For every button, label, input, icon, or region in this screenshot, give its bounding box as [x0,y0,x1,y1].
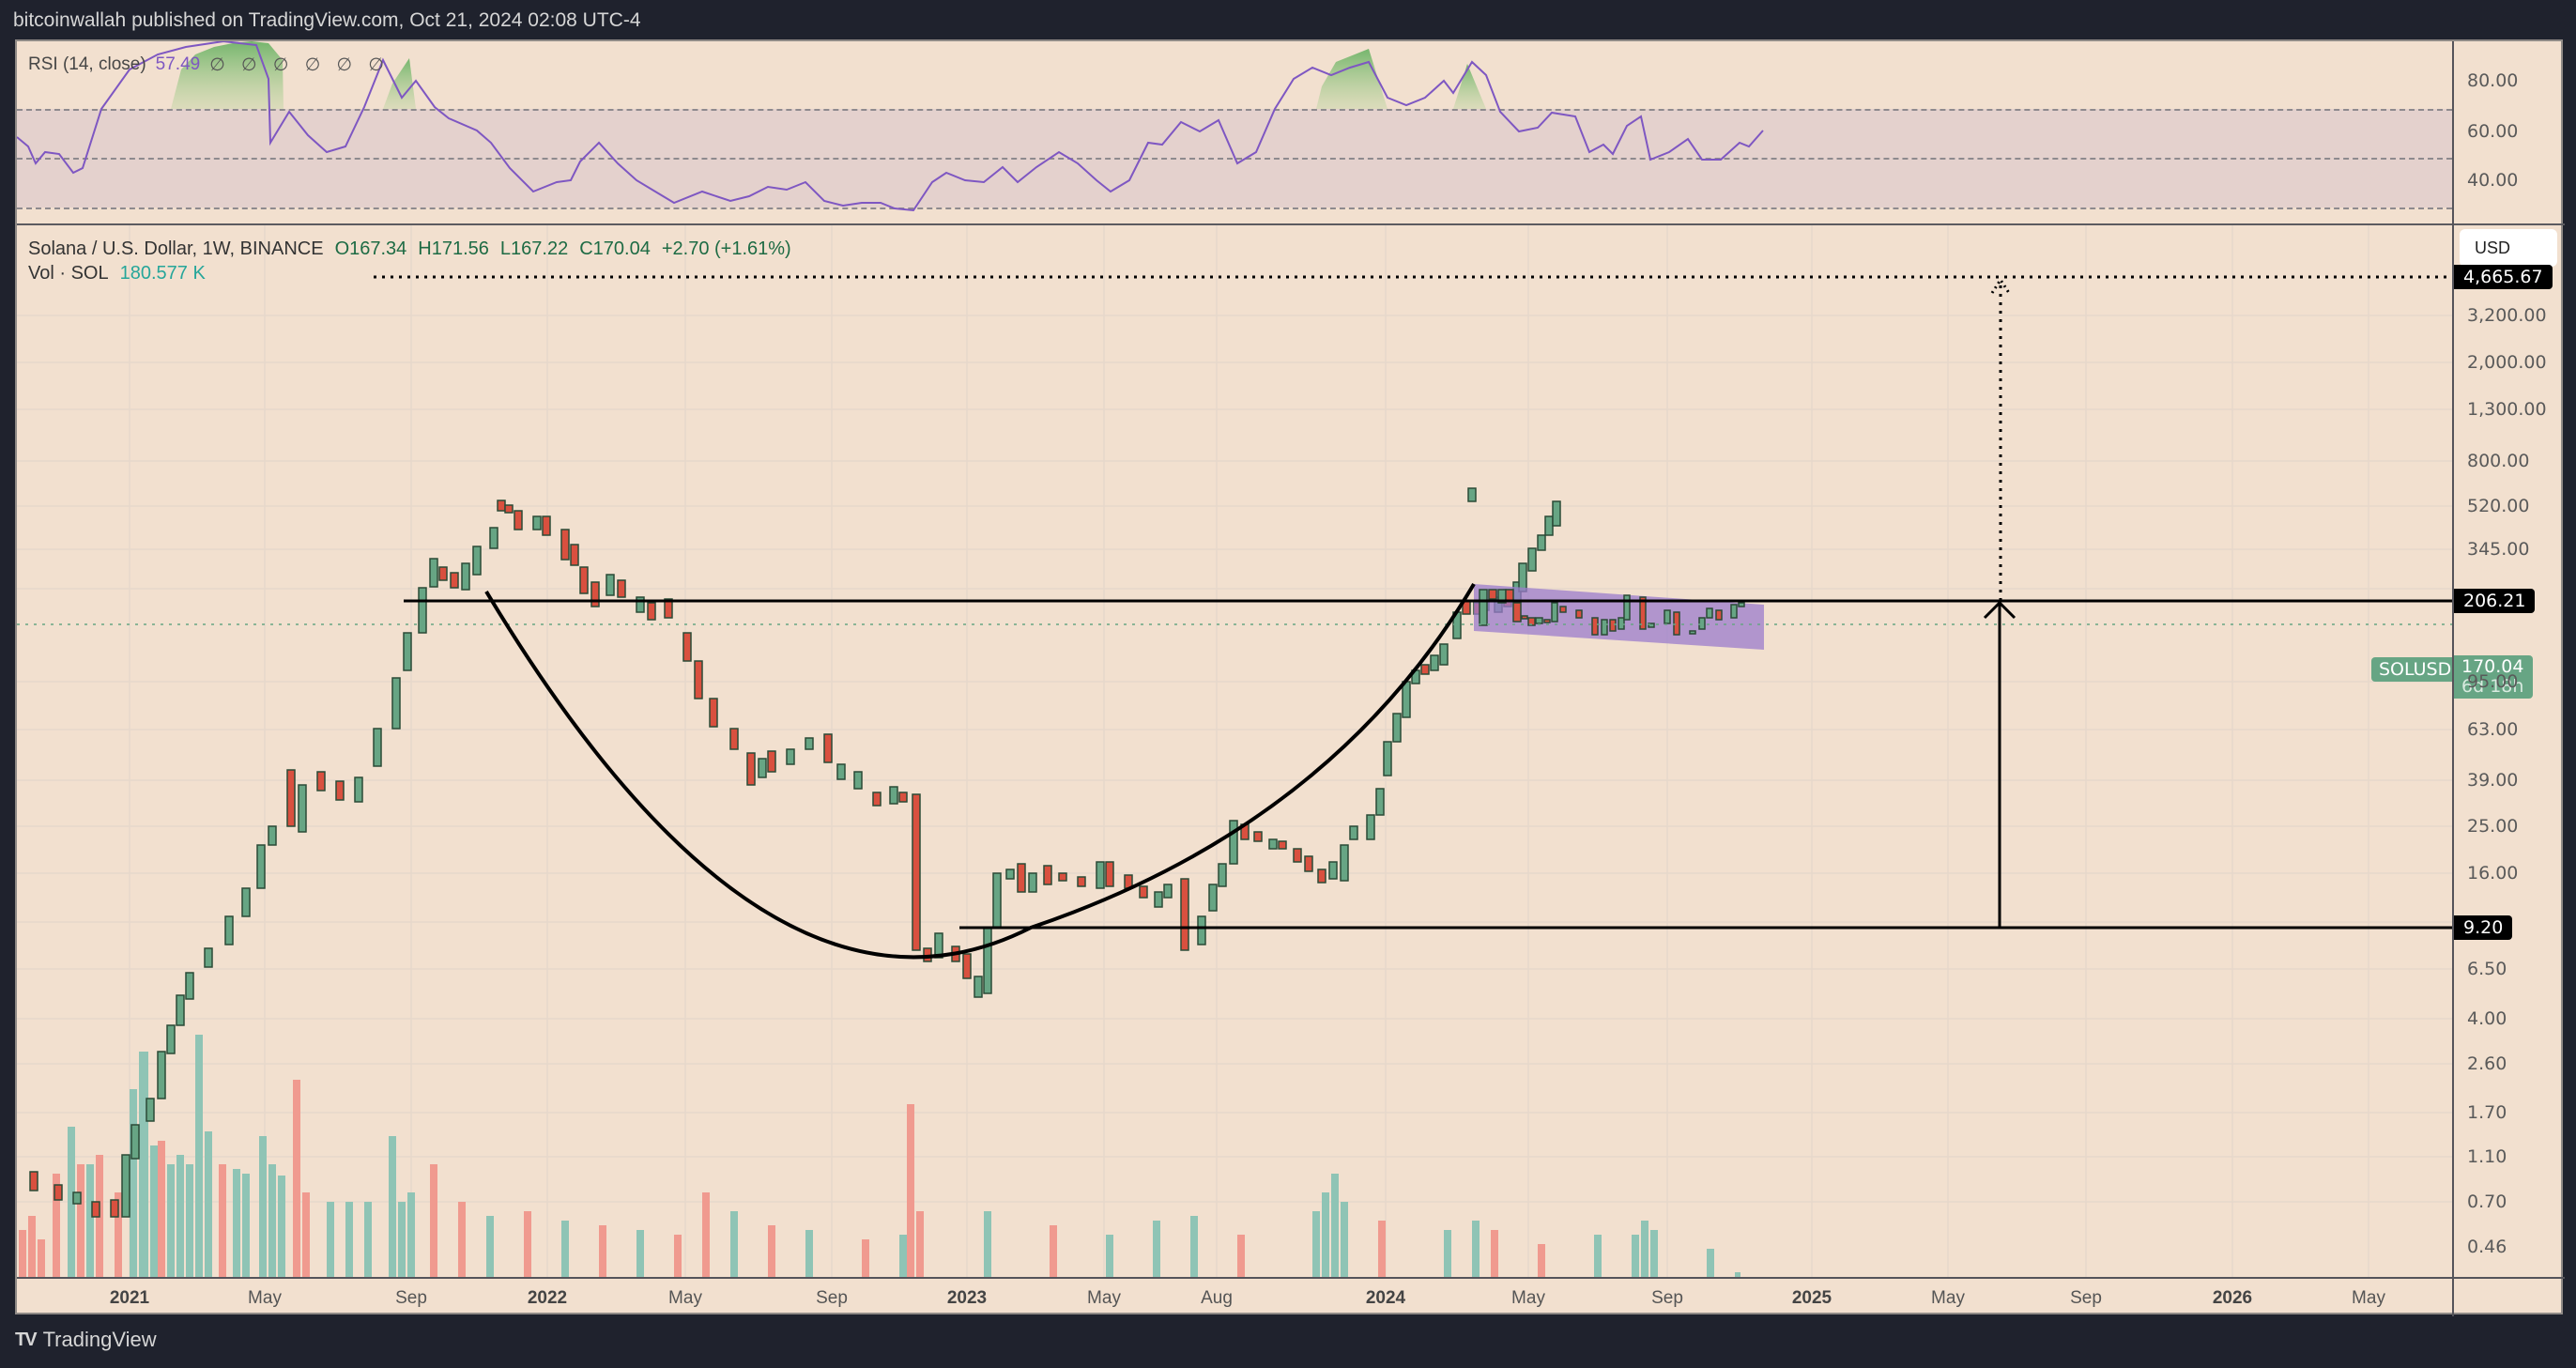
ohlc-close: C170.04 [579,238,651,259]
rsi-tick: 40.00 [2467,170,2519,191]
rsi-plot [17,41,1764,212]
bar-countdown: 6d 18h [2461,676,2524,697]
time-axis[interactable]: 2021 May Sep 2022 May Sep 2023 May Aug 2… [17,1277,2565,1316]
symbol-tag: SOLUSD [2371,657,2452,682]
price-tick: 2.60 [2467,1053,2507,1074]
price-tick: 16.00 [2467,863,2519,884]
price-scale[interactable]: USD 4,665.67 3,200.00 2,000.00 1,300.00 … [2454,225,2565,1277]
pane-separator[interactable] [17,223,2565,225]
price-tick: 345.00 [2467,539,2530,560]
time-tick: 2021 [109,1288,150,1308]
time-tick: 2022 [527,1288,568,1308]
time-tick: May [1931,1288,1965,1308]
price-tick: 3,200.00 [2467,305,2547,326]
time-tick: May [668,1288,702,1308]
rsi-oversold-line [17,208,2452,209]
time-tick: 2026 [2212,1288,2253,1308]
price-pane[interactable]: Solana / U.S. Dollar, 1W, BINANCE O167.3… [17,225,2452,1277]
footer-brand: TV TradingView [15,1328,157,1352]
price-tick: 6.50 [2467,959,2507,979]
volume-bars [19,1035,1740,1277]
symbol-name: Solana / U.S. Dollar, 1W, BINANCE [28,238,324,259]
time-tick: 2024 [1365,1288,1406,1308]
rsi-tick: 80.00 [2467,70,2519,91]
time-tick: Aug [1201,1288,1233,1308]
time-tick: Sep [816,1288,848,1308]
time-tick: Sep [2070,1288,2102,1308]
price-tick: 520.00 [2467,496,2530,516]
currency-selector[interactable]: USD [2460,229,2557,267]
chart-frame: RSI (14, close) 57.49 ∅ ∅ ∅ ∅ ∅ ∅ [15,39,2565,1316]
resistance-price-tag: 206.21 [2454,589,2536,613]
rsi-null-values: ∅ ∅ ∅ ∅ ∅ ∅ [209,55,390,75]
price-change: +2.70 (+1.61%) [661,238,791,259]
price-tick: 1.70 [2467,1102,2507,1123]
tradingview-logo-icon: TV [15,1329,38,1350]
ohlc-open: O167.34 [334,238,407,259]
target-price-tag: 4,665.67 [2454,265,2553,289]
volume-label: Vol · SOL [28,263,109,284]
rsi-label: RSI (14, close) [28,54,146,74]
price-tick: 1,300.00 [2467,399,2547,420]
price-tick: 0.46 [2467,1237,2507,1257]
support-price-tag: 9.20 [2454,915,2513,940]
volume-legend: Vol · SOL 180.577 K [28,263,206,284]
time-tick: Sep [1651,1288,1683,1308]
time-tick: Sep [395,1288,427,1308]
price-tick: 1.10 [2467,1146,2507,1167]
price-tick: 2,000.00 [2467,352,2547,373]
symbol-legend: Solana / U.S. Dollar, 1W, BINANCE O167.3… [28,238,791,260]
axis-corner-divider [2452,1279,2454,1316]
rsi-legend: RSI (14, close) 57.49 ∅ ∅ ∅ ∅ ∅ ∅ [28,54,390,76]
price-tick: 0.70 [2467,1191,2507,1212]
current-price: 170.04 [2461,656,2524,677]
price-tick: 4.00 [2467,1008,2507,1029]
price-plot [17,225,2452,1277]
brand-name: TradingView [42,1328,157,1351]
time-tick: 2025 [1791,1288,1832,1308]
ohlc-low: L167.22 [499,238,569,259]
rsi-overbought-line [17,109,2452,111]
price-tick: 800.00 [2467,451,2530,471]
ohlc-high: H171.56 [418,238,489,259]
time-tick: May [1511,1288,1545,1308]
publish-info: bitcoinwallah published on TradingView.c… [13,9,641,31]
current-price-tag: 170.04 6d 18h [2454,655,2533,699]
rsi-tick: 60.00 [2467,121,2519,142]
rsi-pane[interactable]: RSI (14, close) 57.49 ∅ ∅ ∅ ∅ ∅ ∅ [17,41,2452,223]
price-tick: 95.00 [2467,671,2519,692]
time-tick: May [1087,1288,1121,1308]
time-tick: 2023 [946,1288,988,1308]
price-tick: 63.00 [2467,719,2519,740]
price-tick: 39.00 [2467,770,2519,791]
time-tick: May [248,1288,282,1308]
price-tick: 25.00 [2467,816,2519,837]
time-tick: May [2352,1288,2385,1308]
cup-arc [484,582,1476,960]
volume-value: 180.577 K [119,263,206,284]
rsi-value: 57.49 [155,54,201,74]
price-axis[interactable]: 80.00 60.00 40.00 USD 4,665.67 3,200.00 … [2452,41,2563,1277]
